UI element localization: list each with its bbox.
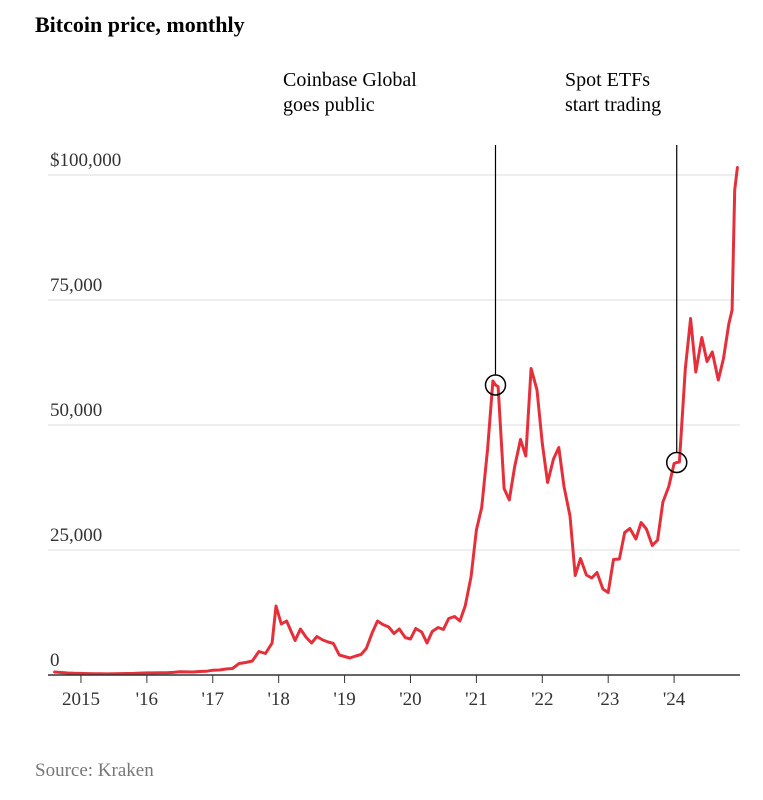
chart-source: Source: Kraken	[35, 760, 154, 782]
chart-svg	[0, 0, 763, 800]
x-tick-label: '17	[183, 689, 243, 711]
x-tick-label: '23	[578, 689, 638, 711]
x-tick-label: 2015	[51, 689, 111, 711]
x-tick-label: '21	[446, 689, 506, 711]
y-tick-label: 50,000	[50, 400, 102, 422]
y-tick-label: 25,000	[50, 525, 102, 547]
y-tick-label: 75,000	[50, 275, 102, 297]
x-tick-label: '16	[117, 689, 177, 711]
x-tick-label: '18	[249, 689, 309, 711]
y-tick-label: $100,000	[50, 150, 121, 172]
y-tick-label: 0	[50, 650, 60, 672]
x-tick-label: '20	[380, 689, 440, 711]
x-tick-label: '24	[644, 689, 704, 711]
chart-container: Bitcoin price, monthly Coinbase Global g…	[0, 0, 763, 800]
x-tick-label: '19	[315, 689, 375, 711]
x-tick-label: '22	[512, 689, 572, 711]
